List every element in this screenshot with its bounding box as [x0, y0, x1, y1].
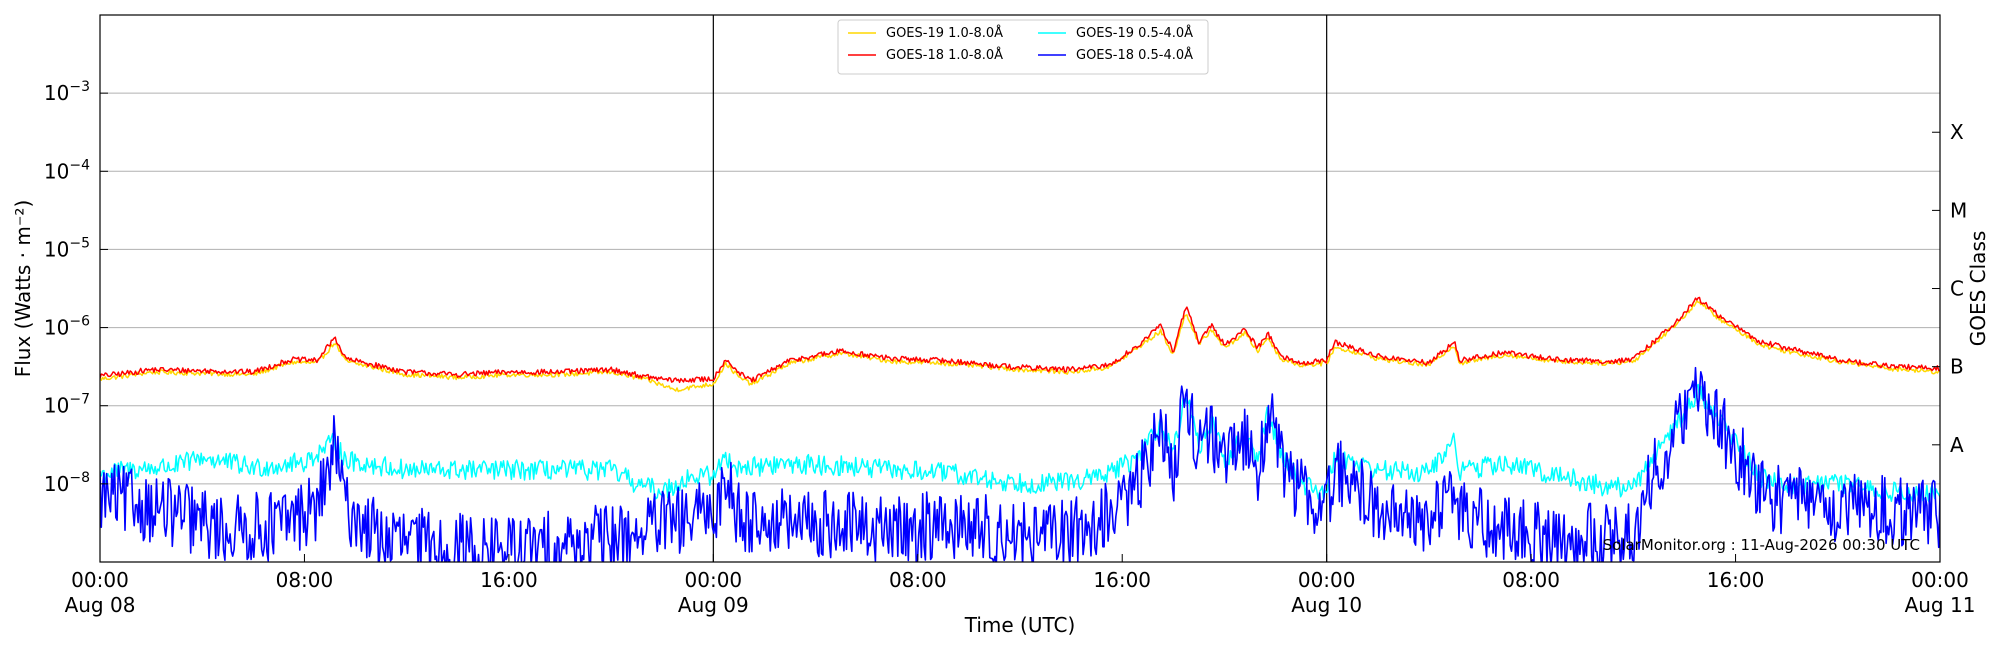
x-tick-label: 08:00	[889, 568, 947, 592]
grid-lines	[100, 92, 1940, 485]
class-label: X	[1950, 120, 1964, 144]
x-tick-label: 00:00	[71, 568, 129, 592]
x-tick-label: 00:00	[1911, 568, 1969, 592]
y-tick-label: 10−8	[44, 470, 90, 496]
credit-text: SolarMonitor.org : 11-Aug-2026 00:30 UTC	[1603, 536, 1920, 554]
series-line-2	[100, 296, 1940, 384]
legend-label: GOES-18 0.5-4.0Å	[1076, 47, 1193, 63]
x-tick-label: 08:00	[1502, 568, 1560, 592]
class-label: B	[1950, 355, 1964, 379]
x-tick-date-label: Aug 08	[65, 593, 136, 617]
x-tick-date-label: Aug 11	[1905, 593, 1976, 617]
legend-label: GOES-18 1.0-8.0Å	[886, 47, 1003, 63]
y-axis: 10−8 10−7 10−6 10−5 10−4 10−3	[44, 79, 108, 496]
x-tick-label: 16:00	[480, 568, 538, 592]
x-tick-label: 16:00	[1707, 568, 1765, 592]
y-tick-label: 10−7	[44, 392, 90, 418]
x-tick-label: 08:00	[276, 568, 334, 592]
plot-background	[100, 15, 1940, 562]
x-tick-label: 00:00	[685, 568, 743, 592]
legend-label: GOES-19 1.0-8.0Å	[886, 25, 1003, 41]
y-tick-label: 10−3	[44, 79, 90, 105]
class-label: A	[1950, 433, 1964, 457]
x-axis-title: Time (UTC)	[964, 613, 1076, 637]
legend-box	[837, 19, 1209, 75]
class-label: M	[1950, 198, 1967, 222]
x-tick-label: 00:00	[1298, 568, 1356, 592]
y-axis-title: Flux (Watts · m⁻²)	[11, 200, 35, 378]
goes-class-axis: A B C M X	[1932, 120, 1967, 457]
y-tick-label: 10−5	[44, 235, 90, 261]
series-line-4	[100, 366, 1940, 562]
class-label: C	[1950, 277, 1964, 301]
y-tick-label: 10−4	[44, 157, 90, 183]
series-line-3	[100, 383, 1940, 504]
x-tick-label: 16:00	[1093, 568, 1151, 592]
series-group	[100, 296, 1940, 562]
legend-label: GOES-19 0.5-4.0Å	[1076, 25, 1193, 41]
x-tick-date-label: Aug 10	[1291, 593, 1362, 617]
y-tick-label: 10−6	[44, 314, 90, 340]
right-axis-title: GOES Class	[1966, 231, 1990, 347]
x-tick-date-label: Aug 09	[678, 593, 749, 617]
legend: GOES-19 1.0-8.0Å GOES-18 1.0-8.0Å GOES-19 …	[837, 19, 1209, 75]
plot-area	[99, 14, 1941, 563]
